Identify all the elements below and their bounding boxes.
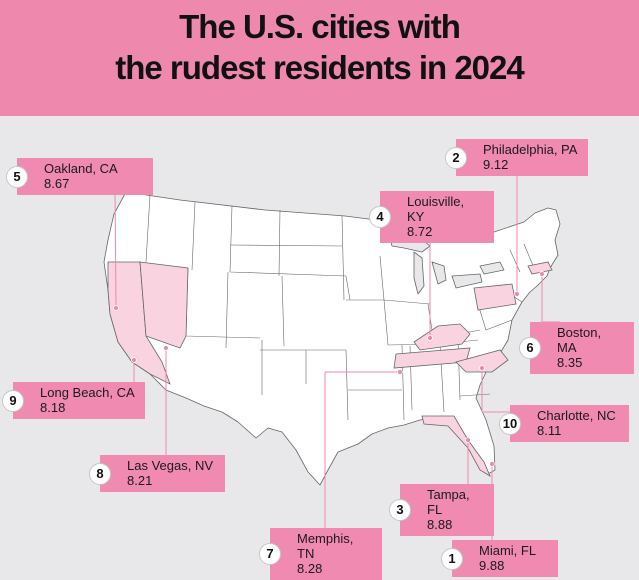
label-tampa: 3 Tampa, FL 8.88 [389, 484, 494, 536]
page-title: The U.S. cities with the rudest resident… [0, 6, 639, 88]
city-dot-boston [539, 271, 545, 277]
connector-oakland [114, 189, 117, 309]
city-name: Louisville, KY [407, 194, 465, 224]
label-miami: 1 Miami, FL 9.88 [441, 540, 558, 577]
rank-badge: 1 [441, 547, 463, 570]
city-name: Oakland, CA [44, 161, 118, 176]
rank-badge: 4 [369, 206, 391, 228]
city-dot-las-vegas [163, 345, 169, 351]
label-memphis: 7 Memphis, TN 8.28 [259, 528, 382, 580]
rank-badge: 5 [6, 165, 28, 188]
us-map [103, 175, 561, 540]
city-dot-long-beach [131, 357, 137, 363]
city-score: 9.88 [479, 558, 505, 573]
city-name: Philadelphia, PA [483, 142, 578, 157]
city-dot-miami [489, 461, 495, 467]
city-score: 8.28 [297, 561, 323, 576]
label-las-vegas: 8 Las Vegas, NV 8.21 [89, 455, 225, 492]
rank-badge: 10 [499, 412, 521, 435]
city-name: Boston, MA [557, 325, 602, 355]
label-long-beach: 9 Long Beach, CA 8.18 [2, 382, 145, 419]
state-massachusetts [527, 261, 553, 275]
state-pennsylvania [473, 283, 517, 311]
label-boston: 6 Boston, MA 8.35 [519, 322, 634, 374]
city-dot-tampa [465, 437, 471, 443]
city-score: 8.72 [407, 224, 433, 239]
state-florida [421, 415, 491, 477]
city-name: Memphis, TN [297, 531, 354, 561]
city-score: 8.88 [427, 517, 453, 532]
city-dot-oakland [113, 305, 119, 311]
title-line-2: the rudest residents in 2024 [115, 49, 525, 86]
city-name: Las Vegas, NV [127, 458, 213, 473]
label-louisville: 4 Louisville, KY 8.72 [369, 191, 494, 243]
rank-badge: 9 [2, 389, 24, 412]
rank-badge: 6 [519, 337, 541, 359]
label-charlotte: 10 Charlotte, NC 8.11 [499, 405, 629, 442]
city-dot-charlotte [479, 365, 485, 371]
city-score: 8.18 [40, 400, 66, 415]
state-kentucky [413, 323, 471, 351]
rank-badge: 3 [389, 499, 411, 521]
city-score: 9.12 [483, 157, 509, 172]
city-dot-philadelphia [514, 291, 520, 297]
rank-badge: 7 [259, 543, 281, 565]
city-score: 8.67 [44, 176, 70, 191]
city-score: 8.35 [557, 355, 583, 370]
state-north-carolina [455, 349, 509, 373]
city-name: Charlotte, NC [537, 408, 616, 423]
label-philadelphia: 2 Philadelphia, PA 9.12 [445, 139, 588, 176]
city-dot-louisville [427, 335, 433, 341]
city-score: 8.11 [537, 423, 562, 438]
rank-badge: 2 [445, 146, 467, 169]
city-name: Tampa, FL [427, 487, 470, 517]
label-oakland: 5 Oakland, CA 8.67 [6, 158, 153, 195]
city-score: 8.21 [127, 473, 153, 488]
city-dot-memphis [397, 369, 403, 375]
city-name: Miami, FL [479, 543, 537, 558]
state-nevada [139, 261, 189, 349]
great-lakes [389, 235, 505, 295]
city-name: Long Beach, CA [40, 385, 135, 400]
rank-badge: 8 [89, 462, 111, 485]
title-line-1: The U.S. cities with [179, 8, 461, 45]
header-banner: The U.S. cities with the rudest resident… [0, 0, 639, 116]
